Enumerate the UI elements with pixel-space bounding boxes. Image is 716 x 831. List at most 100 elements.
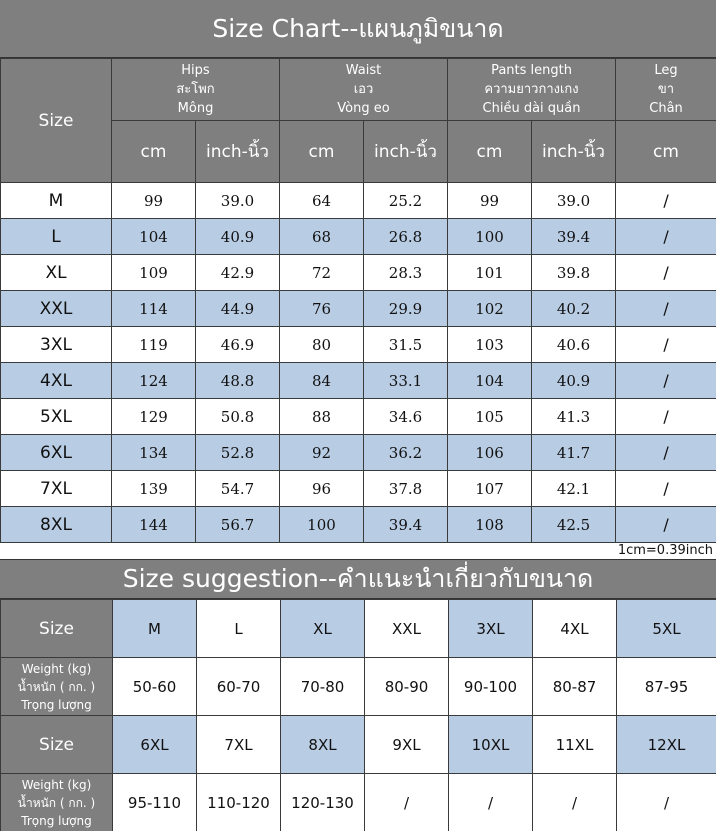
suggestion-size-cell: 12XL [616, 715, 716, 774]
measurement-cell: / [615, 326, 716, 363]
measurement-cell: 42.1 [531, 470, 617, 507]
measurement-cell: 40.9 [195, 218, 280, 255]
suggestion-weight-cell: / [364, 773, 449, 831]
measurement-cell: 124 [111, 362, 196, 399]
measurement-cell: 84 [279, 362, 364, 399]
size-cell: 7XL [0, 470, 112, 507]
measurement-cell: 107 [447, 470, 533, 507]
hips-label-en: Hips [181, 63, 210, 78]
hips-label-vi: Mông [177, 101, 214, 116]
size-cell: 4XL [0, 362, 112, 399]
measurement-cell: 42.5 [531, 506, 617, 543]
pants-length-label-th: ความยาวกางเกง [484, 82, 579, 97]
suggestion-weight-cell: / [532, 773, 617, 831]
measurement-cell: 42.9 [195, 254, 280, 291]
suggestion-size-row: Size 6XL 7XL 8XL 9XL 10XL 11XL 12XL [0, 715, 716, 774]
measurement-cell: 39.8 [531, 254, 617, 291]
suggestion-weight-cell: 95-110 [112, 773, 197, 831]
size-row: 4XL 124 48.8 84 33.1 104 40.9/ [0, 362, 716, 399]
suggestion-weight-cell: 120-130 [280, 773, 365, 831]
weight-label-line: Trọng lượng [21, 813, 92, 828]
measurement-cell: 103 [447, 326, 533, 363]
suggestion-weight-cell: 87-95 [616, 657, 716, 716]
size-cell: L [0, 218, 112, 255]
unit-header: inch-นิ้ว [362, 120, 449, 183]
weight-label-line: น้ำหนัก ( กก. ) [17, 679, 96, 694]
suggestion-size-label: Size [0, 715, 113, 774]
measurement-cell: 134 [111, 434, 196, 471]
size-row: 7XL 139 54.7 96 37.8 107 42.1/ [0, 470, 716, 507]
size-row: M 99 39.0 64 25.2 99 39.0/ [0, 182, 716, 219]
waist-label-vi: Vòng eo [337, 101, 390, 116]
measurement-cell: 129 [111, 398, 196, 435]
size-cell: 5XL [0, 398, 112, 435]
measurement-cell: 52.8 [195, 434, 280, 471]
measurement-cell: 41.7 [531, 434, 617, 471]
measurement-cell: 34.6 [362, 398, 449, 435]
suggestion-size-cell: M [112, 599, 197, 658]
measurement-cell: 96 [279, 470, 364, 507]
suggestion-size-cell: 11XL [532, 715, 617, 774]
measurement-cell: 80 [279, 326, 364, 363]
measurement-cell: 139 [111, 470, 196, 507]
measurement-cell: 33.1 [362, 362, 449, 399]
waist-label-en: Waist [345, 63, 382, 78]
measurement-cell: 100 [447, 218, 533, 255]
measurement-cell: 39.4 [531, 218, 617, 255]
size-chart-title-text: Size Chart--แผนภูมิขนาด [212, 13, 504, 43]
size-row: 5XL 129 50.8 88 34.6 105 41.3/ [0, 398, 716, 435]
measurement-cell: / [615, 182, 716, 219]
measurement-cell: 72 [279, 254, 364, 291]
measurement-cell: 39.0 [531, 182, 617, 219]
suggestion-weight-cell: 70-80 [280, 657, 365, 716]
measurement-cell: 105 [447, 398, 533, 435]
hips-label-th: สะโพก [176, 82, 215, 97]
suggestion-size-cell: XL [280, 599, 365, 658]
measurement-cell: 76 [279, 290, 364, 327]
measurement-cell: 50.8 [195, 398, 280, 435]
suggestion-weight-cell: 60-70 [196, 657, 281, 716]
size-row: L 104 40.9 68 26.8 100 39.4/ [0, 218, 716, 255]
size-cell: XL [0, 254, 112, 291]
measurement-cell: 39.0 [195, 182, 280, 219]
weight-label-line: น้ำหนัก ( กก. ) [17, 795, 96, 810]
measurement-cell: / [615, 470, 716, 507]
size-row: XL 109 42.9 72 28.3 101 39.8/ [0, 254, 716, 291]
weight-label-line: Weight (kg) [21, 777, 92, 792]
measurement-cell: 28.3 [362, 254, 449, 291]
waist-header: Waist เอว Vòng eo [278, 58, 449, 121]
measurement-cell: 114 [111, 290, 196, 327]
size-suggestion-title: Size suggestion--คำแนะนำเกี่ยวกับขนาด [0, 559, 716, 599]
suggestion-size-cell: 3XL [448, 599, 533, 658]
size-cell: 8XL [0, 506, 112, 543]
measurement-cell: 101 [447, 254, 533, 291]
suggestion-size-cell: 9XL [364, 715, 449, 774]
measurement-cell: 40.2 [531, 290, 617, 327]
leg-label-en: Leg [654, 63, 678, 78]
size-row: XXL 114 44.9 76 29.9 102 40.2/ [0, 290, 716, 327]
suggestion-weight-cell: 90-100 [448, 657, 533, 716]
measurement-cell: 26.8 [362, 218, 449, 255]
suggestion-size-cell: L [196, 599, 281, 658]
size-row: 3XL 119 46.9 80 31.5 103 40.6/ [0, 326, 716, 363]
measurement-cell: / [615, 254, 716, 291]
conversion-note: 1cm=0.39inch [617, 543, 713, 558]
measurement-cell: 108 [447, 506, 533, 543]
measurement-cell: 54.7 [195, 470, 280, 507]
suggestion-weight-cell: 50-60 [112, 657, 197, 716]
suggestion-size-cell: 10XL [448, 715, 533, 774]
suggestion-weight-cell: / [448, 773, 533, 831]
unit-header: inch-นิ้ว [531, 120, 617, 183]
pants-length-label-vi: Chiều dài quần [482, 101, 581, 116]
suggestion-weight-row: Weight (kg) น้ำหนัก ( กก. ) Trọng lượng 95-… [0, 773, 716, 831]
suggestion-weight-cell: 110-120 [196, 773, 281, 831]
measurement-cell: 92 [279, 434, 364, 471]
measurement-cell: / [615, 434, 716, 471]
suggestion-size-cell: 7XL [196, 715, 281, 774]
suggestion-size-label: Size [0, 599, 113, 658]
unit-header: inch-นิ้ว [195, 120, 280, 183]
hips-header: Hips สะโพก Mông [111, 58, 280, 121]
suggestion-size-cell: 8XL [280, 715, 365, 774]
measurement-cell: 40.9 [531, 362, 617, 399]
measurement-cell: 100 [279, 506, 364, 543]
